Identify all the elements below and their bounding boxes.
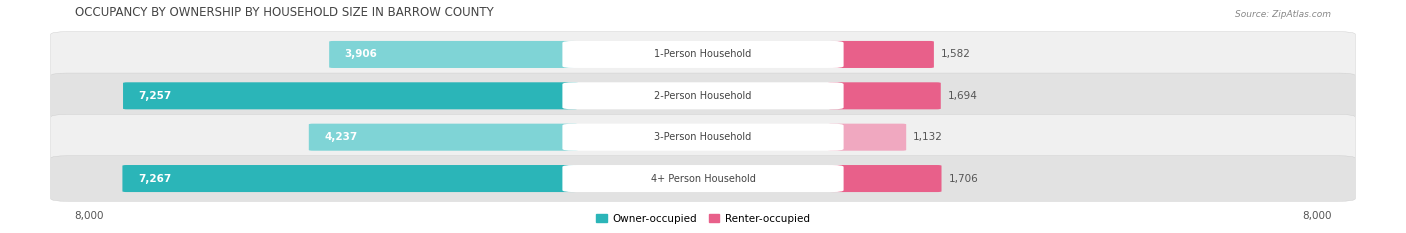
FancyBboxPatch shape — [562, 124, 844, 151]
Legend: Owner-occupied, Renter-occupied: Owner-occupied, Renter-occupied — [592, 209, 814, 228]
Text: 3,906: 3,906 — [344, 49, 377, 59]
FancyBboxPatch shape — [309, 124, 578, 151]
FancyBboxPatch shape — [828, 82, 941, 109]
FancyBboxPatch shape — [51, 156, 1355, 201]
Text: 2-Person Household: 2-Person Household — [654, 91, 752, 101]
Text: 7,267: 7,267 — [138, 174, 172, 184]
Text: 1,694: 1,694 — [948, 91, 977, 101]
FancyBboxPatch shape — [562, 41, 844, 68]
FancyBboxPatch shape — [562, 165, 844, 192]
FancyBboxPatch shape — [122, 165, 578, 192]
Text: 4,237: 4,237 — [325, 132, 357, 142]
Text: 3-Person Household: 3-Person Household — [654, 132, 752, 142]
Text: 4+ Person Household: 4+ Person Household — [651, 174, 755, 184]
Text: 1,706: 1,706 — [949, 174, 979, 184]
Text: 8,000: 8,000 — [75, 211, 104, 220]
Text: 8,000: 8,000 — [1302, 211, 1331, 220]
FancyBboxPatch shape — [828, 165, 942, 192]
FancyBboxPatch shape — [828, 124, 907, 151]
Text: 1-Person Household: 1-Person Household — [654, 49, 752, 59]
Text: 1,132: 1,132 — [914, 132, 943, 142]
FancyBboxPatch shape — [51, 32, 1355, 77]
Text: OCCUPANCY BY OWNERSHIP BY HOUSEHOLD SIZE IN BARROW COUNTY: OCCUPANCY BY OWNERSHIP BY HOUSEHOLD SIZE… — [75, 6, 494, 19]
FancyBboxPatch shape — [124, 82, 578, 109]
FancyBboxPatch shape — [329, 41, 578, 68]
FancyBboxPatch shape — [51, 73, 1355, 119]
FancyBboxPatch shape — [562, 82, 844, 109]
FancyBboxPatch shape — [828, 41, 934, 68]
FancyBboxPatch shape — [51, 114, 1355, 160]
Text: 7,257: 7,257 — [139, 91, 172, 101]
Text: Source: ZipAtlas.com: Source: ZipAtlas.com — [1236, 10, 1331, 19]
Text: 1,582: 1,582 — [941, 49, 970, 59]
